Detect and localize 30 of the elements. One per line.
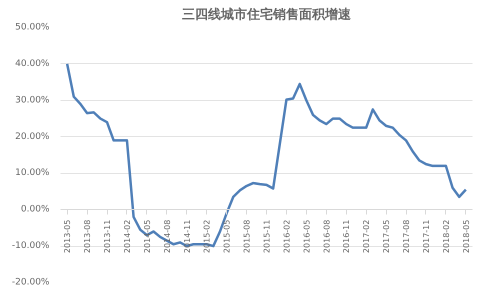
x-tick-label: 2018-05 xyxy=(462,220,471,254)
x-tick-label: 2017-05 xyxy=(382,220,392,254)
x-tick-label: 2016-08 xyxy=(322,220,332,254)
x-tick-label: 2014-08 xyxy=(162,220,172,254)
y-tick-label: 10.00% xyxy=(15,168,50,178)
chart-title: 三四线城市住宅销售面积增速 xyxy=(182,6,352,22)
y-tick-label: -20.00% xyxy=(12,278,50,288)
x-tick-label: 2015-02 xyxy=(202,220,212,254)
y-tick-label: 0.00% xyxy=(20,204,50,215)
y-tick-label: 50.00% xyxy=(15,22,50,32)
x-tick-label: 2017-02 xyxy=(362,220,372,254)
x-tick-label: 2017-11 xyxy=(422,220,431,254)
x-tick-label: 2013-05 xyxy=(63,220,72,254)
x-tick-label: 2017-08 xyxy=(402,220,412,254)
x-tick-label: 2018-02 xyxy=(442,220,451,254)
x-tick-label: 2016-02 xyxy=(282,220,292,254)
x-tick-label: 2015-11 xyxy=(262,220,272,254)
y-tick-label: -10.00% xyxy=(12,241,50,252)
x-tick-label: 2014-11 xyxy=(182,220,192,254)
y-tick-label: 30.00% xyxy=(15,95,50,106)
x-tick-label: 2013-11 xyxy=(103,220,112,254)
x-tick-label: 2015-05 xyxy=(222,220,232,254)
x-tick-label: 2016-11 xyxy=(342,220,352,254)
x-tick-label: 2014-02 xyxy=(122,220,132,254)
x-tick-label: 2014-05 xyxy=(142,220,152,254)
x-tick-label: 2016-05 xyxy=(302,220,312,254)
x-tick-label: 2015-08 xyxy=(242,220,252,254)
y-tick-label: 40.00% xyxy=(15,58,50,69)
y-tick-label: 20.00% xyxy=(15,132,50,142)
x-tick-label: 2013-08 xyxy=(83,220,92,254)
